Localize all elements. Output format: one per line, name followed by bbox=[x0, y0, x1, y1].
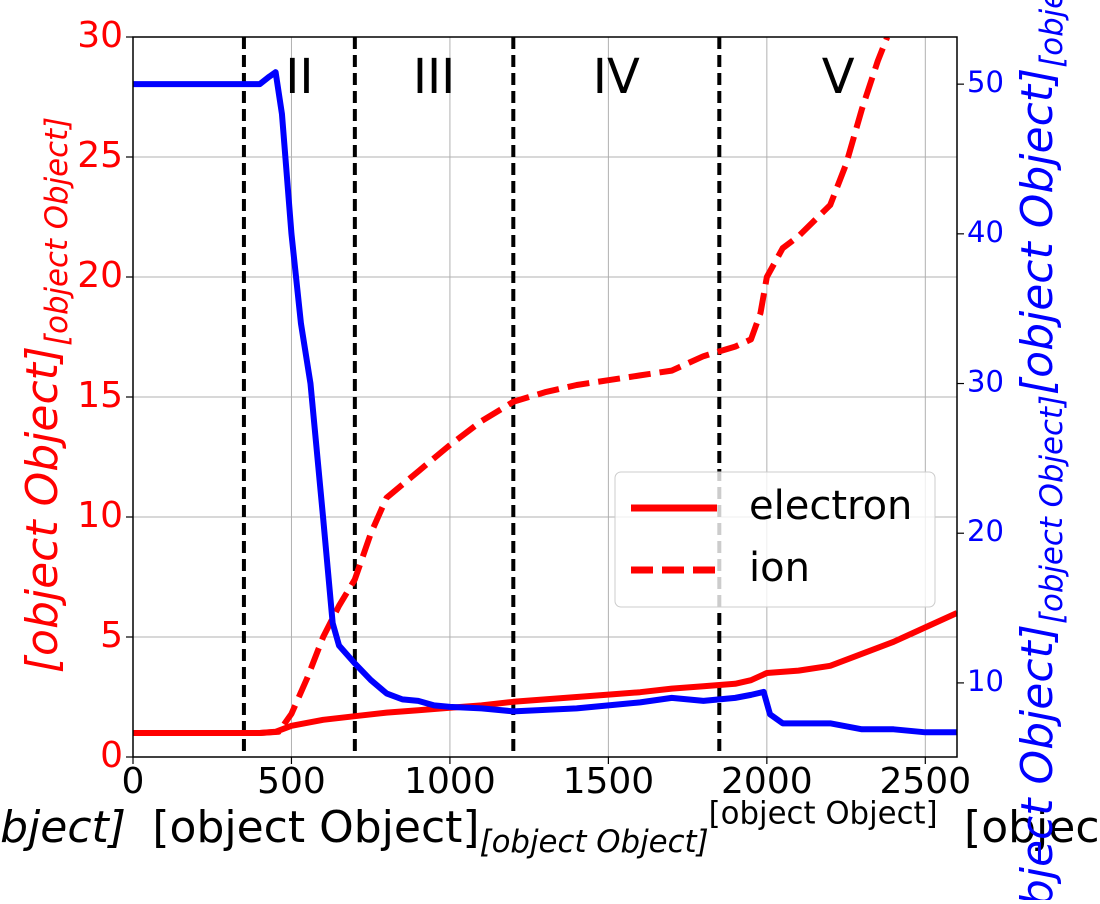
region-label: II bbox=[285, 49, 313, 105]
y-axis-label-part: [object Object] bbox=[39, 117, 75, 346]
legend-label: ion bbox=[749, 545, 810, 591]
y-tick-label: 20 bbox=[77, 255, 123, 296]
x-tick-label: 2000 bbox=[721, 761, 813, 802]
x-tick-label: 500 bbox=[257, 761, 326, 802]
y2-axis-label-part: [object Object] bbox=[1034, 395, 1070, 624]
y2-tick-label: 50 bbox=[967, 65, 1004, 99]
y2-tick-label: 10 bbox=[967, 664, 1004, 698]
y2-axis-label: [object Object][object Object][object Ob… bbox=[1012, 0, 1070, 900]
series-line bbox=[133, 69, 957, 736]
x-axis-label: [object Object][object Object][object Ob… bbox=[0, 795, 1100, 860]
y2-tick-label: 40 bbox=[967, 215, 1004, 249]
y-tick-label: 30 bbox=[77, 15, 123, 56]
y2-axis-label-part: [object Object] bbox=[1012, 68, 1063, 395]
y-tick-label: 0 bbox=[100, 735, 123, 776]
y-tick-label: 10 bbox=[77, 495, 123, 536]
region-label: III bbox=[413, 49, 455, 105]
y2-axis-label-part: [object Object] bbox=[1034, 0, 1070, 68]
x-axis-label-part: [object Object] bbox=[0, 802, 126, 853]
y-axis-label-part: [object Object] bbox=[17, 346, 68, 673]
y2-axis-label-part: [object Object] bbox=[1012, 624, 1063, 900]
y-tick-label: 15 bbox=[77, 375, 123, 416]
plot-area bbox=[133, 37, 957, 757]
plot-frame bbox=[132, 36, 958, 758]
x-axis-label-part: [object Object] bbox=[152, 802, 479, 853]
region-label: V bbox=[822, 49, 855, 105]
series-line bbox=[133, 37, 891, 736]
x-axis-label-part: [object Object] bbox=[480, 824, 709, 860]
x-tick-label: 1000 bbox=[404, 761, 496, 802]
y-tick-label: 5 bbox=[100, 615, 123, 656]
y-tick-label: 25 bbox=[77, 135, 123, 176]
x-axis-label-part: [object Object] bbox=[964, 802, 1100, 853]
y-axis-label: [object Object][object Object] bbox=[17, 117, 75, 673]
region-label: IV bbox=[593, 49, 640, 105]
x-tick-label: 1500 bbox=[563, 761, 655, 802]
x-axis-label-part: [object Object] bbox=[709, 795, 938, 831]
grid bbox=[132, 36, 957, 758]
y2-tick-label: 20 bbox=[967, 514, 1004, 548]
x-tick-label: 2500 bbox=[879, 761, 971, 802]
legend-label: electron bbox=[749, 483, 912, 529]
y2-tick-label: 30 bbox=[967, 365, 1004, 399]
x-tick-label: 0 bbox=[122, 761, 145, 802]
